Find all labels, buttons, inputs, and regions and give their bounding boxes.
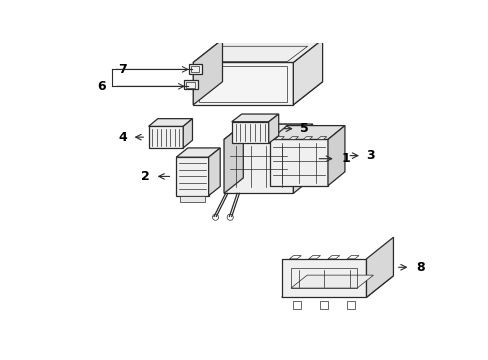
Polygon shape [183, 80, 198, 89]
Text: 5: 5 [300, 122, 308, 135]
Polygon shape [281, 276, 393, 297]
Polygon shape [289, 256, 301, 259]
Text: 4: 4 [118, 131, 127, 144]
Polygon shape [320, 301, 327, 309]
Polygon shape [293, 124, 312, 193]
Polygon shape [224, 124, 243, 193]
Polygon shape [346, 256, 358, 259]
Polygon shape [293, 39, 322, 105]
Polygon shape [308, 256, 320, 259]
Polygon shape [327, 256, 339, 259]
Text: 2: 2 [141, 170, 150, 183]
Polygon shape [193, 62, 293, 105]
Polygon shape [366, 237, 393, 297]
Polygon shape [327, 126, 344, 186]
Polygon shape [176, 157, 208, 195]
Polygon shape [193, 82, 322, 105]
Text: 7: 7 [118, 63, 127, 76]
Polygon shape [270, 139, 327, 186]
Text: 1: 1 [341, 152, 350, 165]
Polygon shape [208, 148, 220, 195]
Polygon shape [231, 114, 278, 122]
Text: 3: 3 [366, 149, 374, 162]
Circle shape [226, 214, 233, 220]
Polygon shape [281, 259, 366, 297]
Polygon shape [148, 119, 192, 126]
Polygon shape [293, 301, 301, 309]
Polygon shape [268, 114, 278, 143]
Text: 8: 8 [416, 261, 424, 274]
Circle shape [212, 214, 218, 220]
Polygon shape [176, 148, 220, 157]
Polygon shape [231, 122, 268, 143]
Polygon shape [224, 139, 293, 193]
Text: 6: 6 [98, 80, 106, 93]
Polygon shape [303, 137, 312, 139]
Polygon shape [346, 301, 354, 309]
Polygon shape [148, 126, 183, 148]
Polygon shape [317, 137, 326, 139]
Polygon shape [270, 126, 344, 139]
Polygon shape [189, 64, 202, 74]
Polygon shape [180, 195, 204, 202]
Polygon shape [274, 137, 284, 139]
Polygon shape [193, 39, 322, 62]
Polygon shape [224, 124, 312, 139]
Polygon shape [183, 119, 192, 148]
Polygon shape [288, 137, 298, 139]
Polygon shape [193, 39, 222, 105]
Polygon shape [290, 275, 373, 288]
